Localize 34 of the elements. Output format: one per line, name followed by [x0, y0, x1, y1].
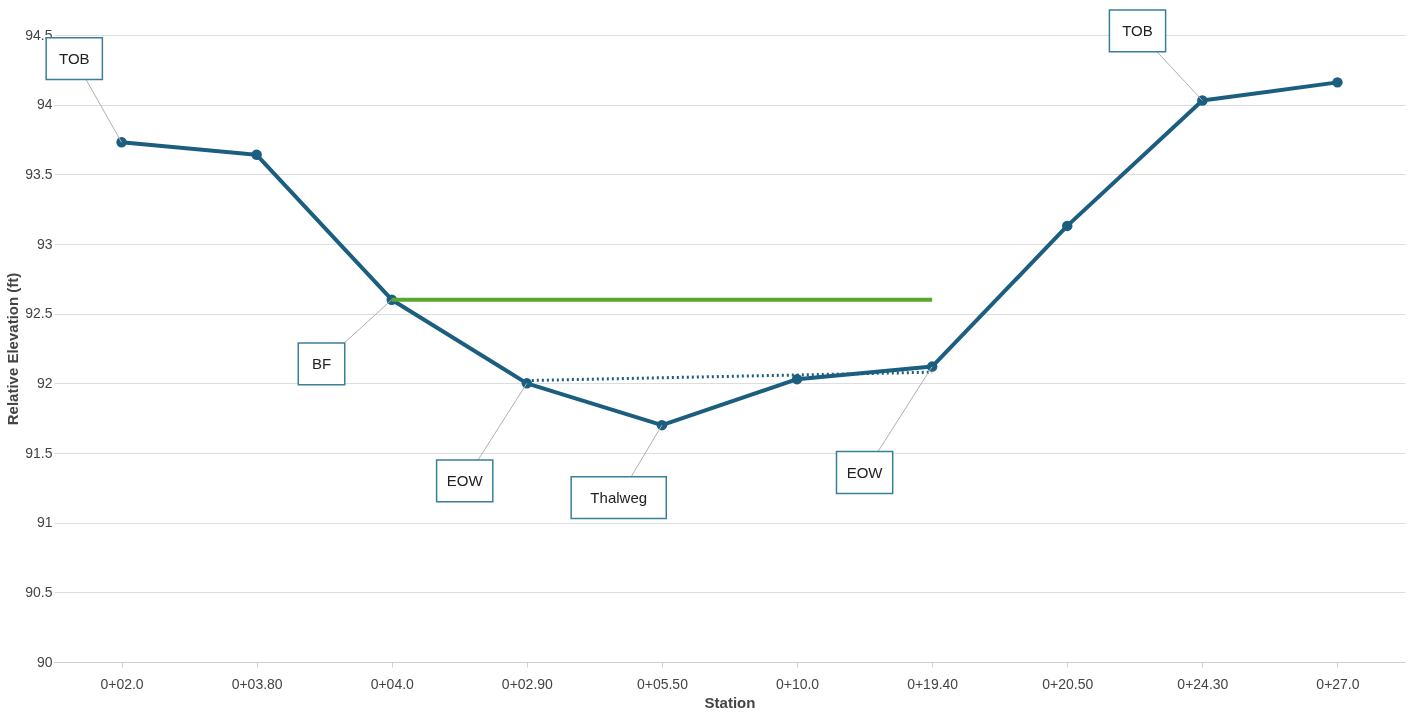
annotation: BF — [311, 354, 332, 372]
x-tick-label: 0+03.80 — [231, 675, 283, 692]
y-tick-label: 91.5 — [25, 444, 53, 461]
y-tick-label: 90 — [36, 653, 53, 670]
point — [1062, 220, 1073, 232]
annotation: Thalweg — [590, 488, 648, 506]
y-tick-label: 92.5 — [25, 305, 53, 322]
y-tick-label: 90.5 — [25, 583, 53, 600]
annotation: EOW — [446, 471, 484, 489]
x-tick-label: 0+05.50 — [636, 675, 689, 692]
x-tick-label: 0+02.0 — [100, 675, 144, 692]
y-tick-label: 93 — [36, 235, 53, 252]
point — [251, 149, 262, 161]
point — [116, 137, 127, 148]
x-tick-label: 0+02.90 — [501, 675, 554, 692]
point — [791, 373, 803, 385]
y-tick-label: 92 — [36, 374, 53, 391]
x-tick-label: 0+10.0 — [775, 675, 820, 692]
x-axis-title: Station — [704, 693, 756, 711]
x-tick-label: 0+27.0 — [1316, 675, 1360, 692]
y-tick-label: 91 — [36, 514, 53, 531]
point — [1197, 95, 1208, 106]
point — [926, 361, 938, 372]
y-axis-title: Relative Elevation (ft) — [4, 272, 22, 426]
annotation: TOB — [1122, 21, 1153, 39]
annotation: TOB — [58, 49, 90, 67]
x-tick-label: 0+19.40 — [907, 675, 959, 692]
point — [1332, 77, 1343, 88]
annotation: EOW — [846, 463, 884, 481]
y-tick-label: 94 — [36, 96, 53, 113]
y-tick-label: 93.5 — [25, 165, 53, 182]
x-tick-label: 0+24.30 — [1177, 675, 1229, 692]
x-tick-label: 0+20.50 — [1042, 675, 1094, 692]
x-tick-label: 0+04.0 — [370, 675, 415, 692]
